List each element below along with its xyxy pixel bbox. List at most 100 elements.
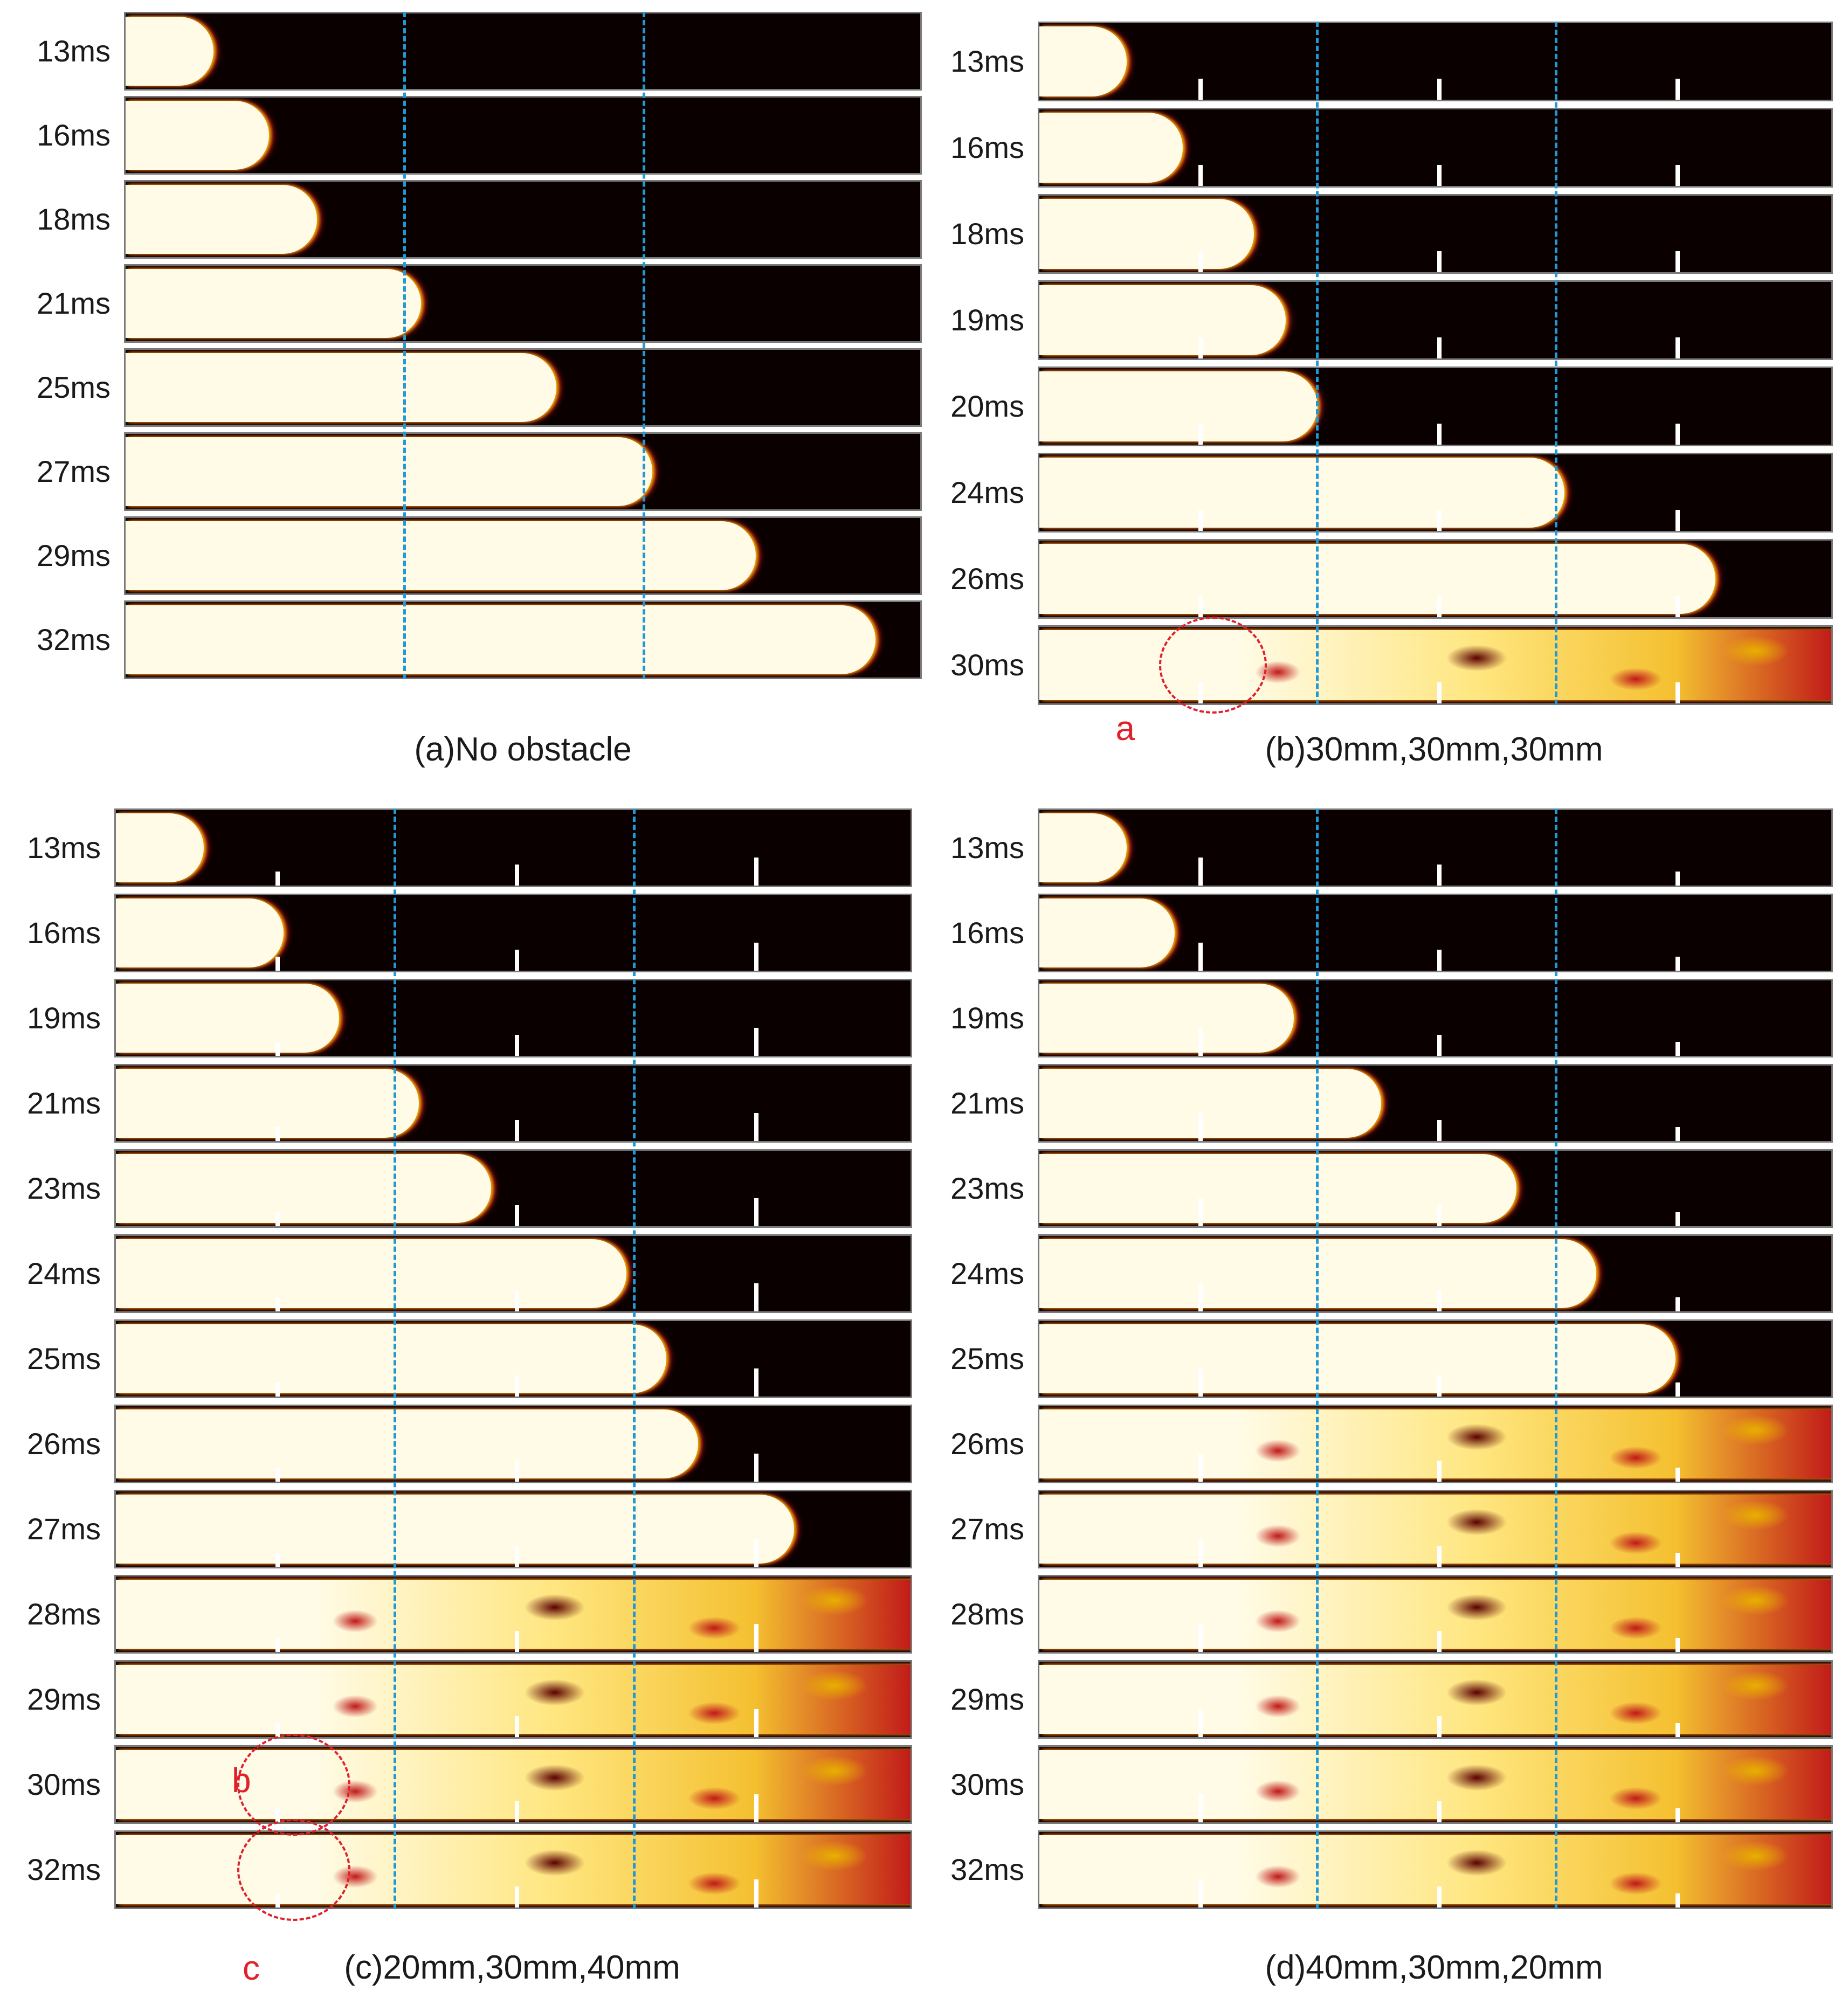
obstacle-bar xyxy=(1437,1461,1442,1482)
obstacle-bar xyxy=(1198,1879,1203,1907)
obstacle-bar xyxy=(754,1539,758,1567)
flame-strip xyxy=(114,1234,912,1313)
flame-strip xyxy=(124,432,922,511)
obstacle-bar xyxy=(515,865,519,886)
obstacle-bar xyxy=(1437,1631,1442,1652)
obstacle-bar xyxy=(754,1028,758,1056)
time-label: 16ms xyxy=(950,130,1024,164)
flame-front xyxy=(126,185,317,254)
flame-front xyxy=(116,898,284,967)
flame-strip xyxy=(124,516,922,595)
flame-front xyxy=(1039,1665,1831,1734)
obstacle-bar xyxy=(515,1120,519,1141)
obstacle-bar xyxy=(1437,1375,1442,1396)
time-label: 24ms xyxy=(950,475,1024,509)
guide-dashed-line xyxy=(1555,808,1557,1909)
obstacle-bar xyxy=(754,858,758,886)
obstacle-bar xyxy=(1675,424,1680,445)
flame-front xyxy=(1039,1409,1831,1478)
obstacle-bar xyxy=(275,1382,280,1396)
time-label: 29ms xyxy=(27,1682,101,1716)
flame-strip xyxy=(1038,808,1833,887)
obstacle-bar xyxy=(1198,1028,1203,1056)
flame-strip xyxy=(124,12,922,91)
flame-strip xyxy=(124,96,922,175)
obstacle-bar xyxy=(1198,510,1203,531)
obstacle-bar xyxy=(1198,251,1203,272)
time-label: 16ms xyxy=(950,916,1024,950)
flame-front xyxy=(126,437,652,506)
flame-front xyxy=(1039,544,1715,614)
obstacle-bar xyxy=(754,1113,758,1141)
flame-strip xyxy=(114,808,912,887)
flame-front xyxy=(116,1239,626,1308)
panel-caption: (b)30mm,30mm,30mm xyxy=(1265,731,1603,768)
flame-strip xyxy=(114,1660,912,1739)
time-label: 27ms xyxy=(37,454,111,488)
flame-front xyxy=(1039,199,1254,269)
flame-front xyxy=(116,984,339,1053)
flame-strip xyxy=(124,180,922,259)
time-label: 26ms xyxy=(950,562,1024,596)
time-label: 19ms xyxy=(27,1001,101,1035)
time-label: 26ms xyxy=(950,1427,1024,1461)
obstacle-bar xyxy=(1437,165,1442,186)
flame-strip xyxy=(114,1149,912,1228)
flame-front xyxy=(116,813,204,882)
obstacle-bar xyxy=(1198,1113,1203,1141)
time-label: 20ms xyxy=(950,389,1024,423)
flame-strip xyxy=(1038,1149,1833,1228)
obstacle-bar xyxy=(515,1375,519,1396)
time-label: 32ms xyxy=(27,1852,101,1886)
panel-caption: (c)20mm,30mm,40mm xyxy=(344,1949,680,1986)
obstacle-bar xyxy=(515,1035,519,1056)
flame-front xyxy=(116,1665,911,1734)
obstacle-bar xyxy=(1675,1042,1680,1056)
time-label: 29ms xyxy=(950,1682,1024,1716)
time-label: 18ms xyxy=(37,202,111,236)
obstacle-bar xyxy=(1437,865,1442,886)
flame-front xyxy=(116,1154,491,1223)
obstacle-bar xyxy=(1198,1709,1203,1737)
time-label: 21ms xyxy=(27,1086,101,1120)
time-label: 23ms xyxy=(950,1171,1024,1205)
time-label: 32ms xyxy=(37,623,111,656)
obstacle-bar xyxy=(275,1212,280,1226)
flame-front xyxy=(126,605,875,674)
obstacle-bar xyxy=(1675,1468,1680,1482)
flame-strip xyxy=(1038,1405,1833,1483)
flame-front xyxy=(1039,1069,1381,1138)
flame-front xyxy=(1039,371,1318,441)
obstacle-bar xyxy=(1437,950,1442,971)
time-label: 32ms xyxy=(950,1852,1024,1886)
flame-front xyxy=(126,521,756,590)
obstacle-bar xyxy=(275,1638,280,1652)
obstacle-bar xyxy=(1437,1886,1442,1907)
obstacle-bar xyxy=(1198,337,1203,358)
obstacle-bar xyxy=(515,1886,519,1907)
flame-strip xyxy=(1038,1575,1833,1654)
obstacle-bar xyxy=(1437,1716,1442,1737)
obstacle-bar xyxy=(1675,596,1680,617)
flame-front xyxy=(1039,1835,1831,1904)
flame-strip xyxy=(124,348,922,427)
obstacle-bar xyxy=(1437,1546,1442,1567)
flame-strip xyxy=(1038,1064,1833,1143)
obstacle-bar xyxy=(1675,1297,1680,1311)
obstacle-bar xyxy=(1675,957,1680,971)
guide-dashed-line xyxy=(1316,22,1319,705)
flame-strip xyxy=(1038,625,1833,705)
flame-front xyxy=(116,1495,794,1564)
obstacle-bar xyxy=(1675,1893,1680,1907)
flame-strip xyxy=(114,1830,912,1909)
obstacle-bar xyxy=(1198,79,1203,100)
marker-label: b xyxy=(232,1761,251,1800)
flame-strip xyxy=(1038,539,1833,619)
time-label: 26ms xyxy=(27,1427,101,1461)
obstacle-bar xyxy=(515,1716,519,1737)
flame-strip xyxy=(1038,367,1833,446)
obstacle-bar xyxy=(754,1368,758,1396)
obstacle-bar xyxy=(1675,165,1680,186)
obstacle-bar xyxy=(1675,1638,1680,1652)
flame-front xyxy=(116,1835,911,1904)
